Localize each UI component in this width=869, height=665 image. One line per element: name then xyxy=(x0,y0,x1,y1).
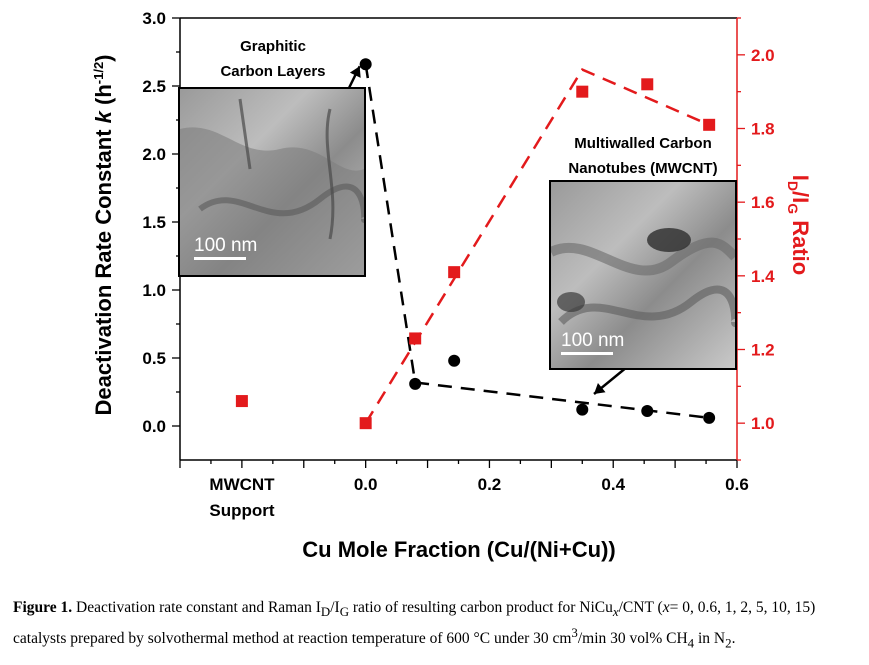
data-point-id-ig xyxy=(576,85,589,98)
y-left-tick-label: 2.0 xyxy=(142,145,166,164)
data-point-deactivation xyxy=(409,377,422,390)
markers xyxy=(235,58,716,430)
y-left-tick-label: 1.5 xyxy=(142,213,166,232)
tem-texture-2 xyxy=(551,228,735,327)
y-left-tick-label: 2.5 xyxy=(142,77,166,96)
data-point-id-ig xyxy=(641,78,654,91)
y-right-tick-label: 2.0 xyxy=(751,46,775,65)
x-tick-label: 0.2 xyxy=(478,475,502,494)
y-right-tick-label: 1.2 xyxy=(751,341,775,360)
tem-texture-1 xyxy=(180,98,364,275)
annotation-arrow-2-head xyxy=(594,383,606,394)
data-point-id-ig xyxy=(448,266,461,279)
data-point-id-ig xyxy=(703,118,716,131)
x-category-label-2: Support xyxy=(209,501,274,520)
y-axis-title-right: ID/IG Ratio xyxy=(785,175,813,276)
axes: 0.0 0.2 0.4 0.6 0.0 0.5 1.0 1.5 2.0 2.5 3.0 1.0 1.2 1… xyxy=(142,9,775,494)
x-tick-label: 0.4 xyxy=(601,475,625,494)
annotation-arrow-1-head xyxy=(349,66,361,78)
scale-label-2: 100 nm xyxy=(561,330,624,355)
figure-caption: Figure 1. Deactivation rate constant and… xyxy=(13,599,816,651)
data-point-id-ig xyxy=(235,395,248,408)
trend-line-id-ig xyxy=(364,67,710,424)
chart: 0.0 0.2 0.4 0.6 0.0 0.5 1.0 1.5 2.0 2.5 3.0 1.0 1.2 1… xyxy=(91,9,813,562)
x-tick-label: 0.6 xyxy=(725,475,749,494)
data-point-id-ig xyxy=(409,332,422,345)
data-point-deactivation xyxy=(448,354,461,367)
annotation-2-line-1: Multiwalled Carbon xyxy=(574,135,712,152)
data-point-deactivation xyxy=(576,403,589,416)
x-axis-title: Cu Mole Fraction (Cu/(Ni+Cu)) xyxy=(302,537,615,562)
y-right-tick-label: 1.8 xyxy=(751,120,775,139)
y-left-tick-label: 0.0 xyxy=(142,417,166,436)
y-right-tick-label: 1.4 xyxy=(751,267,775,286)
y-right-tick-label: 1.6 xyxy=(751,193,775,212)
tem-image-mwcnt: 100 nm xyxy=(549,180,737,370)
tem-image-graphitic-layers: 100 nm xyxy=(178,87,366,277)
x-category-label-1: MWCNT xyxy=(209,475,275,494)
x-tick-label: 0.0 xyxy=(354,475,378,494)
annotation-2-line-2: Nanotubes (MWCNT) xyxy=(568,160,717,177)
y-left-tick-label: 1.0 xyxy=(142,281,166,300)
annotation-1-line-1: Graphitic xyxy=(240,38,306,55)
y-left-tick-label: 0.5 xyxy=(142,349,166,368)
data-point-deactivation xyxy=(703,411,716,424)
data-point-deactivation xyxy=(359,58,372,71)
annotation-layer xyxy=(347,65,628,395)
data-point-deactivation xyxy=(641,405,654,418)
y-axis-title-left: Deactivation Rate Constant k (h-1/2) xyxy=(91,54,116,415)
scale-label-1: 100 nm xyxy=(194,235,257,260)
y-left-tick-label: 3.0 xyxy=(142,9,166,28)
data-point-id-ig xyxy=(359,417,372,430)
y-right-tick-label: 1.0 xyxy=(751,414,775,433)
annotation-1-line-2: Carbon Layers xyxy=(220,63,325,80)
